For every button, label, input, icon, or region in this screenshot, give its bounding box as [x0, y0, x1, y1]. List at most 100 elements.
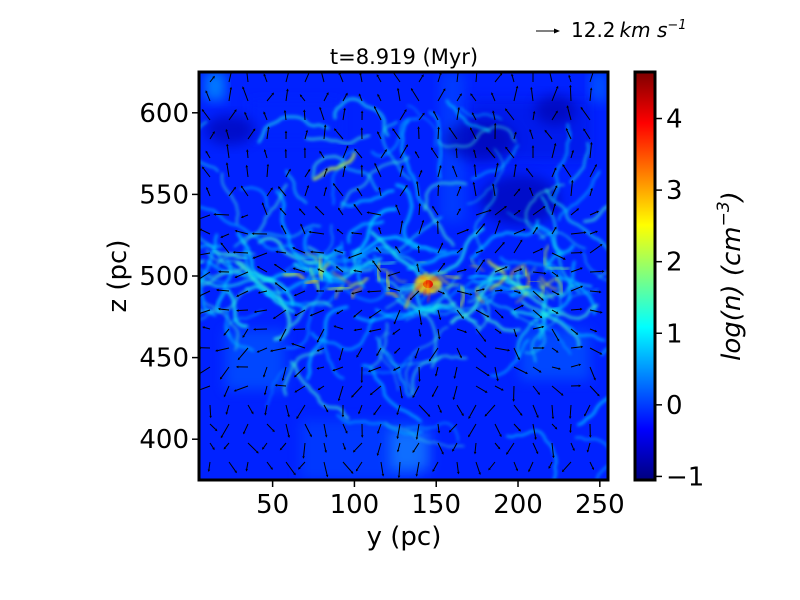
density-filament — [340, 189, 395, 208]
velocity-arrowhead — [540, 248, 544, 251]
velocity-arrowhead — [253, 328, 256, 331]
density-filament — [376, 262, 381, 282]
velocity-arrowhead — [416, 180, 419, 184]
velocity-arrow — [242, 88, 249, 102]
velocity-arrowhead — [560, 393, 564, 396]
velocity-arrow — [399, 385, 403, 397]
density-filament — [369, 260, 396, 266]
velocity-arrowhead — [264, 412, 267, 416]
density-filament — [327, 286, 351, 291]
velocity-arrow — [245, 113, 249, 121]
velocity-arrow — [589, 347, 601, 354]
velocity-arrowhead — [555, 85, 559, 89]
velocity-arrowhead — [396, 436, 399, 440]
velocity-arrow — [570, 328, 577, 334]
velocity-arrow — [300, 209, 306, 216]
velocity-arrowhead — [460, 247, 463, 251]
velocity-arrowhead — [243, 431, 246, 435]
velocity-arrow — [277, 251, 287, 254]
density-filament — [265, 277, 344, 296]
velocity-arrowhead — [324, 434, 328, 438]
velocity-arrowhead — [332, 368, 336, 372]
density-filament — [351, 286, 363, 299]
velocity-arrowhead — [569, 84, 572, 88]
velocity-arrowhead — [381, 473, 385, 477]
density-filament — [543, 257, 597, 315]
velocity-arrowhead — [270, 349, 273, 352]
velocity-arrowhead — [515, 85, 519, 89]
velocity-arrowhead — [214, 428, 218, 432]
velocity-arrowhead — [353, 314, 356, 318]
velocity-arrowhead — [452, 397, 456, 401]
density-filament — [407, 104, 437, 148]
velocity-arrowhead — [294, 313, 298, 316]
density-filament — [290, 301, 333, 327]
velocity-arrow — [342, 94, 347, 102]
velocity-arrowhead — [569, 430, 572, 434]
velocity-arrowhead — [267, 126, 270, 129]
velocity-arrow — [263, 366, 268, 376]
velocity-arrowhead — [325, 474, 329, 478]
velocity-arrow — [371, 385, 382, 394]
density-filament — [538, 231, 587, 250]
velocity-arrowhead — [417, 245, 420, 248]
velocity-arrowhead — [486, 315, 490, 318]
velocity-arrow — [272, 347, 287, 352]
velocity-arrow — [513, 366, 526, 374]
velocity-arrow — [456, 210, 460, 216]
velocity-arrow — [201, 229, 211, 235]
velocity-arrowhead — [212, 131, 215, 134]
velocity-arrow — [475, 461, 481, 473]
velocity-arrowhead — [554, 167, 557, 171]
velocity-arrowhead — [485, 147, 489, 150]
density-filament — [428, 111, 443, 180]
density-filament — [378, 268, 388, 274]
velocity-arrow — [228, 188, 235, 197]
density-filament — [489, 275, 508, 291]
density-filament — [369, 322, 389, 369]
velocity-arrowhead — [419, 322, 423, 326]
velocity-arrow — [411, 89, 420, 102]
velocity-arrowhead — [251, 232, 255, 235]
velocity-arrowhead — [416, 263, 419, 266]
velocity-arrowhead — [596, 210, 600, 214]
density-filament — [486, 259, 506, 275]
velocity-arrowhead — [544, 129, 548, 133]
velocity-arrowhead — [377, 131, 380, 134]
velocity-arrow — [589, 165, 597, 178]
y-axis-label: z (pc) — [103, 240, 133, 313]
velocity-arrow — [246, 72, 249, 83]
velocity-arrowhead — [552, 455, 555, 459]
velocity-arrowhead — [597, 393, 600, 397]
velocity-arrow — [377, 442, 382, 454]
velocity-arrowhead — [320, 67, 323, 70]
velocity-arrowhead — [455, 147, 458, 151]
velocity-arrow — [472, 114, 477, 121]
velocity-arrow — [475, 366, 488, 376]
velocity-arrowhead — [256, 350, 260, 353]
density-filament — [445, 99, 491, 133]
velocity-arrowhead — [421, 74, 424, 78]
velocity-arrow — [475, 260, 484, 273]
velocity-arrow — [352, 385, 363, 397]
velocity-arrow — [209, 132, 214, 140]
x-tick-label: 200 — [493, 490, 543, 520]
velocity-arrowhead — [372, 260, 375, 263]
velocity-arrowhead — [504, 205, 507, 209]
velocity-arrowhead — [298, 466, 301, 470]
density-filament — [312, 152, 356, 181]
density-filament — [304, 279, 319, 285]
velocity-arrowhead — [600, 311, 603, 314]
density-filament — [224, 309, 255, 352]
velocity-arrow — [254, 252, 268, 259]
velocity-arrow — [570, 364, 579, 368]
velocity-arrow — [551, 290, 558, 295]
velocity-arrow — [456, 72, 459, 83]
velocity-arrowhead — [343, 165, 346, 169]
velocity-arrow — [277, 384, 287, 387]
density-filament — [583, 204, 608, 223]
velocity-arrowhead — [394, 351, 397, 354]
velocity-arrow — [551, 442, 554, 456]
velocity-arrow — [375, 164, 382, 178]
density-filament — [582, 251, 608, 281]
